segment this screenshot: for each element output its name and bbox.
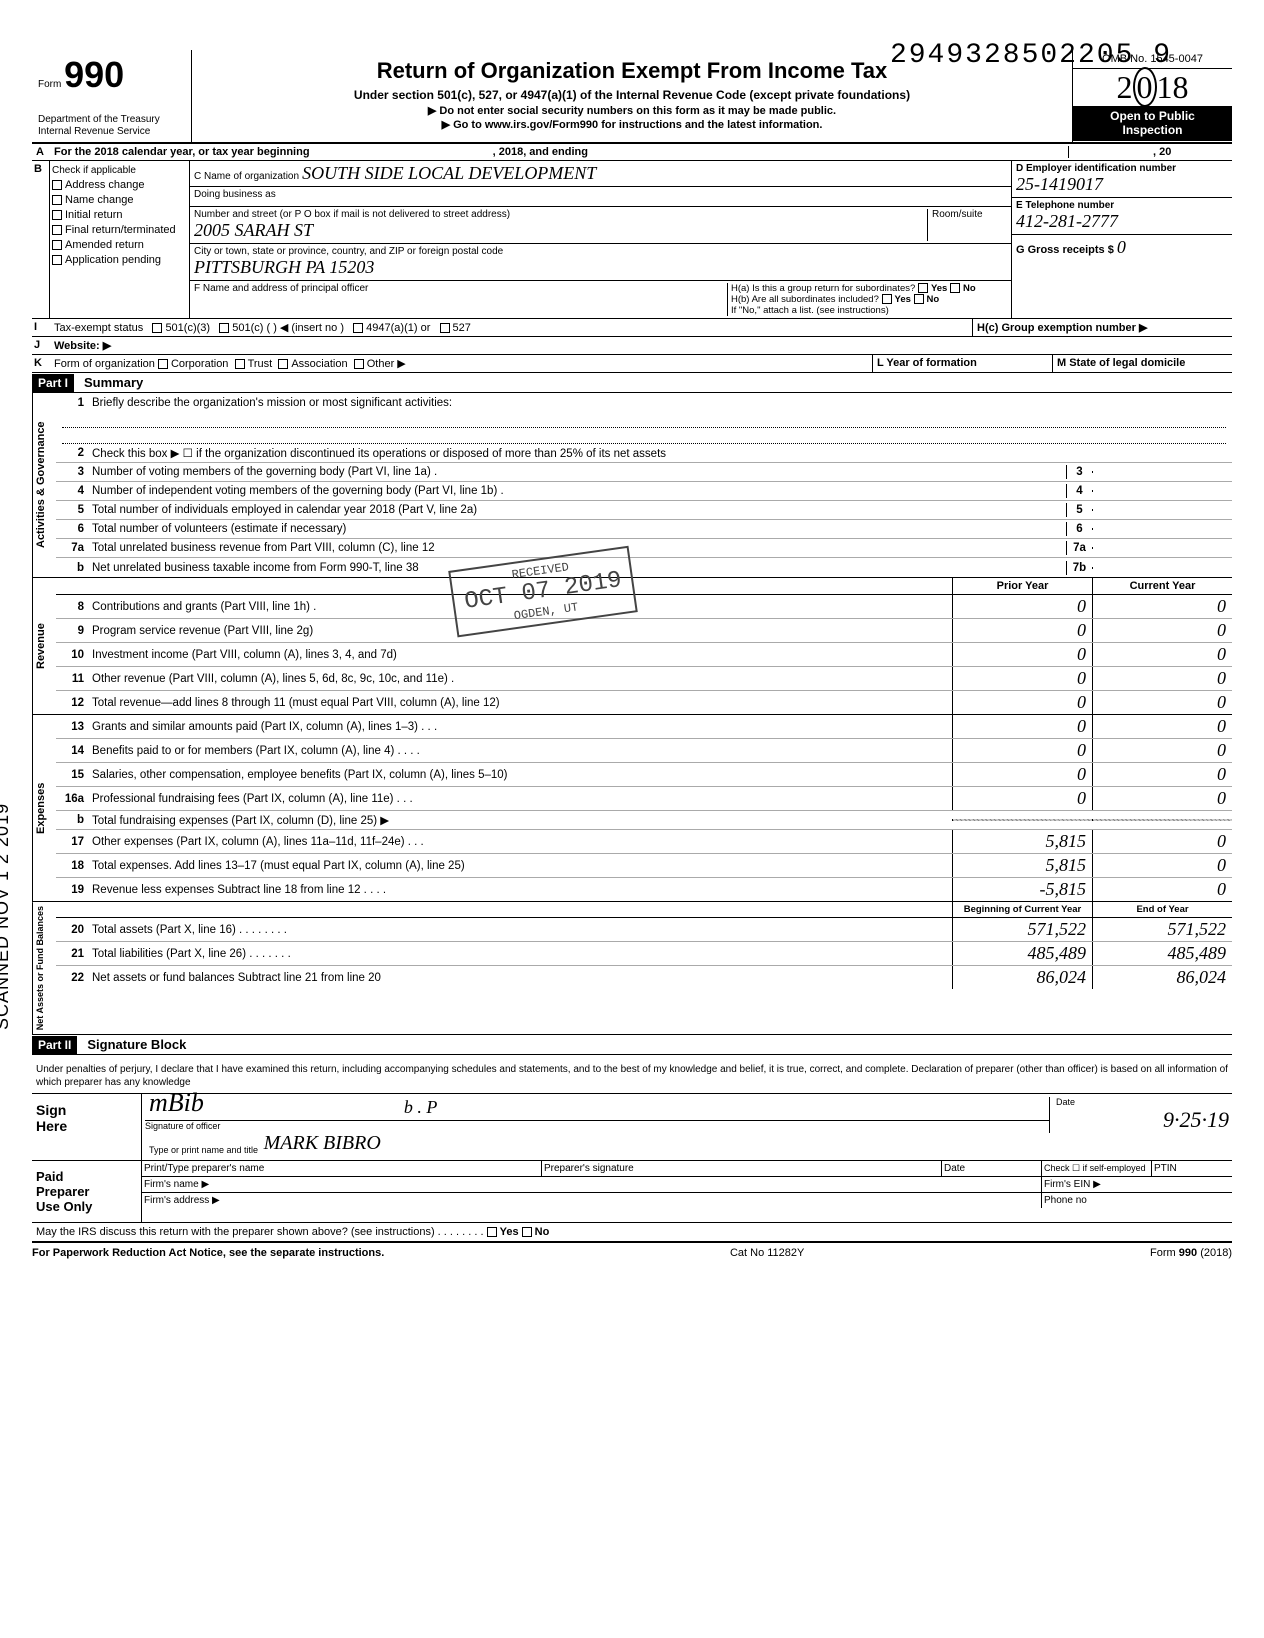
summary-line: 18Total expenses. Add lines 13–17 (must … xyxy=(56,854,1232,878)
col-end-year: End of Year xyxy=(1092,902,1232,917)
summary-line: 4Number of independent voting members of… xyxy=(56,482,1232,501)
dept-irs: Internal Revenue Service xyxy=(38,126,185,138)
signature-date: 9·25·19 xyxy=(1056,1107,1229,1133)
row-a: A For the 2018 calendar year, or tax yea… xyxy=(32,144,1232,161)
gross-receipts: 0 xyxy=(1117,237,1126,257)
section-activities-governance: Activities & Governance 1Briefly describ… xyxy=(32,393,1232,578)
check-final-return[interactable] xyxy=(52,225,62,235)
form-note2: ▶ Go to www.irs.gov/Form990 for instruct… xyxy=(200,118,1064,131)
summary-line: 6Total number of volunteers (estimate if… xyxy=(56,520,1232,539)
form-number: 990 xyxy=(64,54,124,95)
summary-line: 2Check this box ▶ ☐ if the organization … xyxy=(56,444,1232,463)
check-name-change[interactable] xyxy=(52,195,62,205)
summary-line: bTotal fundraising expenses (Part IX, co… xyxy=(56,811,1232,830)
part2-header: Part II Signature Block xyxy=(32,1035,1232,1055)
summary-line: 9Program service revenue (Part VIII, lin… xyxy=(56,619,1232,643)
discuss-no[interactable] xyxy=(522,1227,532,1237)
paid-preparer-label: Paid Preparer Use Only xyxy=(32,1161,142,1222)
tax-year: 2018 xyxy=(1073,69,1232,106)
inspection: Inspection xyxy=(1076,123,1229,137)
form-ref: Form 990 (2018) xyxy=(1150,1247,1232,1259)
form-prefix: Form xyxy=(38,79,61,90)
check-assoc[interactable] xyxy=(278,359,288,369)
check-501c3[interactable] xyxy=(152,323,162,333)
summary-line: 14Benefits paid to or for members (Part … xyxy=(56,739,1232,763)
section-expenses: Expenses 13Grants and similar amounts pa… xyxy=(32,715,1232,902)
part1-header: Part I Summary xyxy=(32,373,1232,393)
form-page: 2949328502205 9 SCANNED NOV 1 2 2019 For… xyxy=(32,50,1232,1259)
ha-no[interactable] xyxy=(950,283,960,293)
footer: For Paperwork Reduction Act Notice, see … xyxy=(32,1243,1232,1259)
check-4947[interactable] xyxy=(353,323,363,333)
summary-line: 16aProfessional fundraising fees (Part I… xyxy=(56,787,1232,811)
check-527[interactable] xyxy=(440,323,450,333)
summary-line: bNet unrelated business taxable income f… xyxy=(56,558,1232,577)
summary-line: 17Other expenses (Part IX, column (A), l… xyxy=(56,830,1232,854)
summary-line: 12Total revenue—add lines 8 through 11 (… xyxy=(56,691,1232,714)
summary-line: 21Total liabilities (Part X, line 26) . … xyxy=(56,942,1232,966)
check-other[interactable] xyxy=(354,359,364,369)
summary-line: 20Total assets (Part X, line 16) . . . .… xyxy=(56,918,1232,942)
scanned-stamp: SCANNED NOV 1 2 2019 xyxy=(0,803,13,1030)
summary-line: 22Net assets or fund balances Subtract l… xyxy=(56,966,1232,989)
section-revenue: Revenue Prior Year Current Year 8Contrib… xyxy=(32,578,1232,715)
summary-line: 11Other revenue (Part VIII, column (A), … xyxy=(56,667,1232,691)
ha-yes[interactable] xyxy=(918,283,928,293)
org-name: SOUTH SIDE LOCAL DEVELOPMENT xyxy=(302,163,596,183)
hb-yes[interactable] xyxy=(882,294,892,304)
summary-line: 3Number of voting members of the governi… xyxy=(56,463,1232,482)
summary-line: 13Grants and similar amounts paid (Part … xyxy=(56,715,1232,739)
perjury-declaration: Under penalties of perjury, I declare th… xyxy=(32,1059,1232,1094)
sign-here-label: Sign Here xyxy=(32,1094,142,1160)
summary-line: 15Salaries, other compensation, employee… xyxy=(56,763,1232,787)
row-j: J Website: ▶ xyxy=(32,337,1232,355)
row-k: K Form of organization Corporation Trust… xyxy=(32,355,1232,373)
check-initial-return[interactable] xyxy=(52,210,62,220)
section-b-h: B Check if applicable Address change Nam… xyxy=(32,161,1232,319)
street-address: 2005 SARAH ST xyxy=(194,220,927,241)
telephone: 412-281-2777 xyxy=(1016,211,1228,232)
form-note1: ▶ Do not enter social security numbers o… xyxy=(200,104,1064,117)
check-address-change[interactable] xyxy=(52,180,62,190)
row-i: I Tax-exempt status 501(c)(3) 501(c) ( )… xyxy=(32,319,1232,337)
tracking-number: 2949328502205 9 xyxy=(890,40,1172,71)
summary-line: 7aTotal unrelated business revenue from … xyxy=(56,539,1232,558)
officer-name: MARK BIBRO xyxy=(264,1132,381,1155)
summary-line: 8Contributions and grants (Part VIII, li… xyxy=(56,595,1232,619)
discuss-yes[interactable] xyxy=(487,1227,497,1237)
col-beginning-year: Beginning of Current Year xyxy=(952,902,1092,917)
col-current-year: Current Year xyxy=(1092,578,1232,594)
city-state-zip: PITTSBURGH PA 15203 xyxy=(194,257,1007,278)
dept-treasury: Department of the Treasury xyxy=(38,114,185,126)
check-app-pending[interactable] xyxy=(52,255,62,265)
check-501c[interactable] xyxy=(219,323,229,333)
open-public: Open to Public xyxy=(1076,109,1229,123)
check-trust[interactable] xyxy=(235,359,245,369)
summary-line: 10Investment income (Part VIII, column (… xyxy=(56,643,1232,667)
signature-block: Under penalties of perjury, I declare th… xyxy=(32,1059,1232,1243)
ein-value: 25-1419017 xyxy=(1016,174,1228,195)
section-net-assets: Net Assets or Fund Balances Beginning of… xyxy=(32,902,1232,1035)
summary-line: 5Total number of individuals employed in… xyxy=(56,501,1232,520)
summary-line: 19Revenue less expenses Subtract line 18… xyxy=(56,878,1232,901)
form-subtitle: Under section 501(c), 527, or 4947(a)(1)… xyxy=(200,88,1064,102)
col-prior-year: Prior Year xyxy=(952,578,1092,594)
check-amended[interactable] xyxy=(52,240,62,250)
hb-no[interactable] xyxy=(914,294,924,304)
check-corp[interactable] xyxy=(158,359,168,369)
